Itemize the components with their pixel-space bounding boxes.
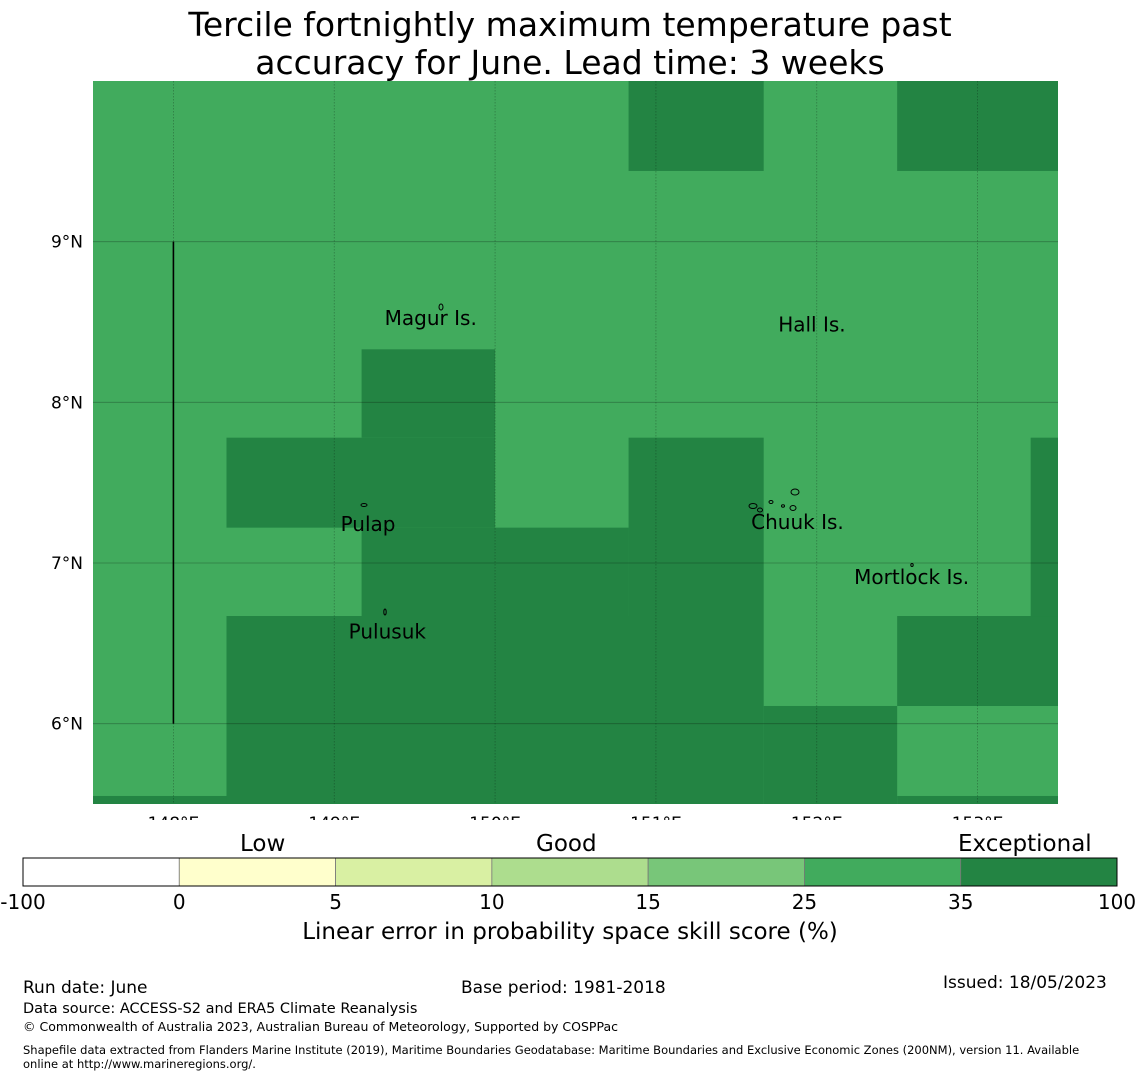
map-tick-labels: 148°E 149°E 150°E 151°E 152°E 153°E 9°N 8°N 7°N 6… xyxy=(51,233,1003,820)
lon-tick-label: 148°E xyxy=(148,814,200,820)
exceptional-cell xyxy=(897,795,1058,804)
place-label: Hall Is. xyxy=(778,313,845,337)
colorbar-swatch xyxy=(647,857,805,887)
lat-tick-label: 6°N xyxy=(51,715,83,735)
exceptional-cell xyxy=(628,81,764,171)
place-label: Chuuk Is. xyxy=(751,510,844,534)
map-features: Magur Is. Hall Is. Pulap Chuuk Is. Mortlock … xyxy=(172,241,969,724)
issued-date: Issued: 18/05/2023 xyxy=(943,973,1107,993)
shapefile-credit-line-1: Shapefile data extracted from Flanders M… xyxy=(23,1043,1080,1057)
colorbar-tick-label: 10 xyxy=(479,890,505,914)
shapefile-credit-line-2: online at http://www.marineregions.org/. xyxy=(23,1057,256,1071)
exceptional-cell xyxy=(361,349,496,438)
exceptional-cell xyxy=(763,705,898,804)
colorbar-tick-label: 15 xyxy=(635,890,661,914)
colorbar-category-low: Low xyxy=(240,831,286,857)
lon-tick-label: 150°E xyxy=(469,814,521,820)
island-outline xyxy=(748,503,758,509)
colorbar-border xyxy=(22,857,1118,887)
exceptional-cell xyxy=(495,527,629,617)
exceptional-cell xyxy=(226,616,764,804)
exceptional-cell xyxy=(897,81,1058,171)
exceptional-cell xyxy=(628,437,764,617)
colorbar-tick-label: 35 xyxy=(947,890,974,914)
place-label: Mortlock Is. xyxy=(854,565,969,589)
colorbar-swatch xyxy=(960,857,1118,887)
lat-tick-label: 8°N xyxy=(51,393,83,413)
place-label: Pulap xyxy=(341,512,396,536)
colorbar-swatch xyxy=(804,857,962,887)
lon-tick-label: 149°E xyxy=(308,814,360,820)
island-outline xyxy=(360,503,368,507)
run-date: Run date: June xyxy=(23,978,148,998)
copyright: © Commonwealth of Australia 2023, Austra… xyxy=(23,1019,618,1034)
place-label: Pulusuk xyxy=(349,619,427,643)
colorbar-swatch xyxy=(178,857,336,887)
exceptional-cell xyxy=(897,616,1058,706)
exceptional-cell xyxy=(361,527,496,617)
map-title: Tercile fortnightly maximum temperature … xyxy=(0,6,1140,82)
island-outline xyxy=(757,507,763,513)
island-outline xyxy=(768,500,774,504)
data-source: Data source: ACCESS-S2 and ERA5 Climate … xyxy=(23,1001,418,1017)
island-outline xyxy=(790,488,800,496)
island-outline xyxy=(438,303,444,311)
island-outline xyxy=(789,505,797,511)
island-outline xyxy=(781,504,785,508)
colorbar-swatches xyxy=(22,857,1118,887)
base-period: Base period: 1981-2018 xyxy=(461,978,666,998)
lat-tick-label: 9°N xyxy=(51,233,83,253)
map-cells xyxy=(93,81,1058,804)
colorbar-swatch xyxy=(22,857,180,887)
colorbar-title: Linear error in probability space skill … xyxy=(302,919,838,945)
island-outline xyxy=(910,563,914,567)
skill-map: Magur Is. Hall Is. Pulap Chuuk Is. Mortlock … xyxy=(51,81,1058,820)
lon-tick-label: 151°E xyxy=(630,814,682,820)
colorbar-tick-label: 100 xyxy=(1097,890,1137,914)
colorbar-tick-label: 5 xyxy=(329,890,342,914)
title-line-1: Tercile fortnightly maximum temperature … xyxy=(188,5,952,44)
lat-tick-label: 7°N xyxy=(51,554,83,574)
colorbar-tick-label: 25 xyxy=(791,890,818,914)
colorbar-swatch xyxy=(335,857,493,887)
lon-tick-label: 152°E xyxy=(791,814,843,820)
colorbar-tick-label: 0 xyxy=(172,890,186,914)
colorbar-category-good: Good xyxy=(536,831,597,857)
colorbar-tick-label: -100 xyxy=(0,890,46,914)
exceptional-cell xyxy=(93,795,227,804)
title-line-2: accuracy for June. Lead time: 3 weeks xyxy=(255,43,885,82)
exceptional-cell xyxy=(226,437,496,528)
lon-tick-label: 153°E xyxy=(952,814,1004,820)
island-outline xyxy=(383,608,387,616)
colorbar-swatch xyxy=(491,857,649,887)
colorbar-category-exceptional: Exceptional xyxy=(958,831,1092,857)
place-label: Magur Is. xyxy=(385,306,477,330)
